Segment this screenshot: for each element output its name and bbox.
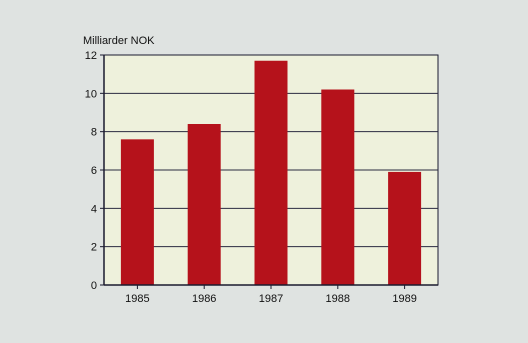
bars — [120, 60, 422, 285]
bar-1987 — [254, 60, 288, 285]
y-tick-label: 6 — [91, 165, 97, 177]
x-axis-ticks: 1985 1986 1987 1988 1989 — [125, 285, 417, 305]
y-tick-label: 10 — [85, 88, 97, 100]
x-tick-label: 1988 — [326, 293, 350, 305]
x-tick-label: 1985 — [125, 293, 149, 305]
bar-1985 — [120, 139, 154, 285]
y-tick-label: 2 — [91, 242, 97, 254]
x-tick-label: 1986 — [192, 293, 216, 305]
y-axis-ticks: 0 2 4 6 8 10 12 — [85, 50, 104, 292]
y-tick-label: 12 — [85, 50, 97, 62]
bar-1989 — [388, 171, 422, 285]
bar-1988 — [321, 89, 355, 285]
y-tick-label: 4 — [91, 203, 97, 215]
y-tick-label: 8 — [91, 127, 97, 139]
bar-1986 — [187, 124, 221, 285]
x-tick-label: 1989 — [392, 293, 416, 305]
x-tick-label: 1987 — [259, 293, 283, 305]
y-axis-label: Milliarder NOK — [83, 35, 155, 47]
y-tick-label: 0 — [91, 280, 97, 292]
